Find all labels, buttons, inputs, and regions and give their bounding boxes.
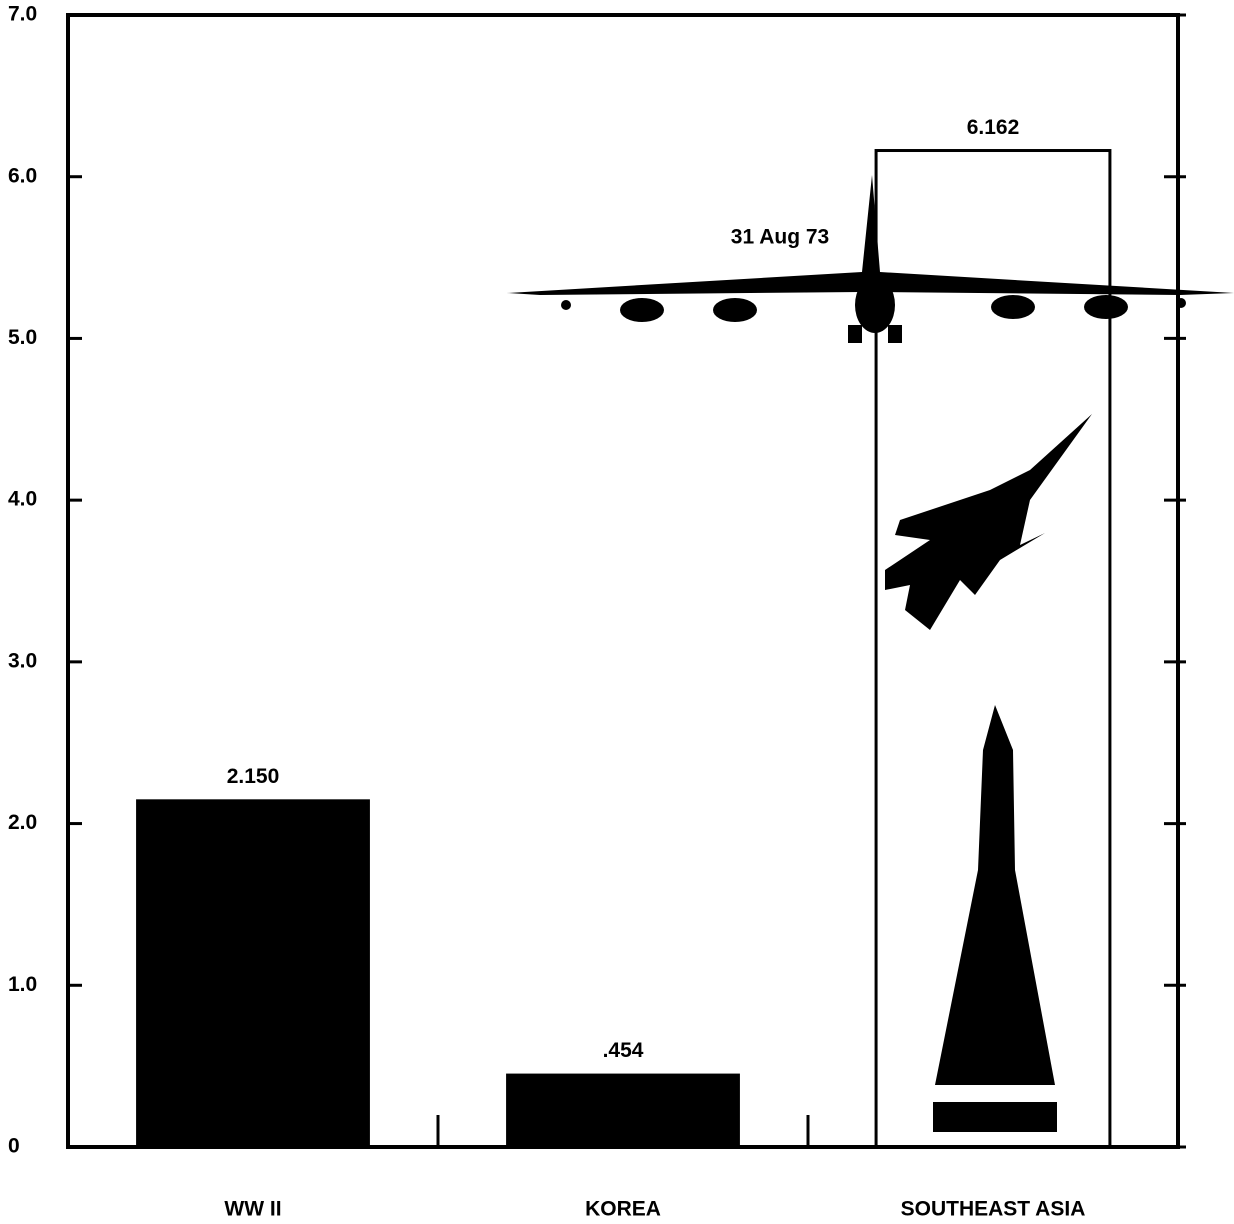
value-label: 2.150 — [227, 765, 280, 788]
value-label: .454 — [603, 1039, 644, 1062]
engine — [1084, 295, 1128, 319]
y-tick-label: 1.0 — [8, 973, 37, 996]
value-label: 6.162 — [967, 116, 1020, 139]
x-tick-label: KOREA — [585, 1198, 661, 1221]
x-tick-label: WW II — [224, 1198, 281, 1221]
x-tick-label: SOUTHEAST ASIA — [901, 1198, 1086, 1221]
y-tick-label: 2.0 — [8, 811, 37, 834]
y-tick-label: 3.0 — [8, 649, 37, 672]
y-tick-label: 4.0 — [8, 488, 37, 511]
annotation: 31 Aug 73 — [731, 226, 829, 249]
bar — [136, 799, 370, 1147]
wingtip — [1176, 298, 1186, 308]
missile-base — [933, 1102, 1057, 1132]
engine — [620, 298, 664, 322]
bar — [874, 149, 1112, 1149]
gear — [848, 325, 862, 343]
bomber-wing — [507, 175, 1234, 295]
y-tick-label: 7.0 — [8, 3, 37, 26]
engine — [713, 298, 757, 322]
y-tick-label: 5.0 — [8, 326, 37, 349]
wingtip — [561, 300, 571, 310]
y-tick-label: 6.0 — [8, 164, 37, 187]
missile — [935, 705, 1055, 1085]
engine — [991, 295, 1035, 319]
y-tick-label: 0 — [8, 1135, 20, 1158]
fighter — [885, 414, 1092, 630]
bar — [506, 1073, 740, 1147]
gear — [888, 325, 902, 343]
aircraft-silhouettes — [507, 175, 1234, 1132]
